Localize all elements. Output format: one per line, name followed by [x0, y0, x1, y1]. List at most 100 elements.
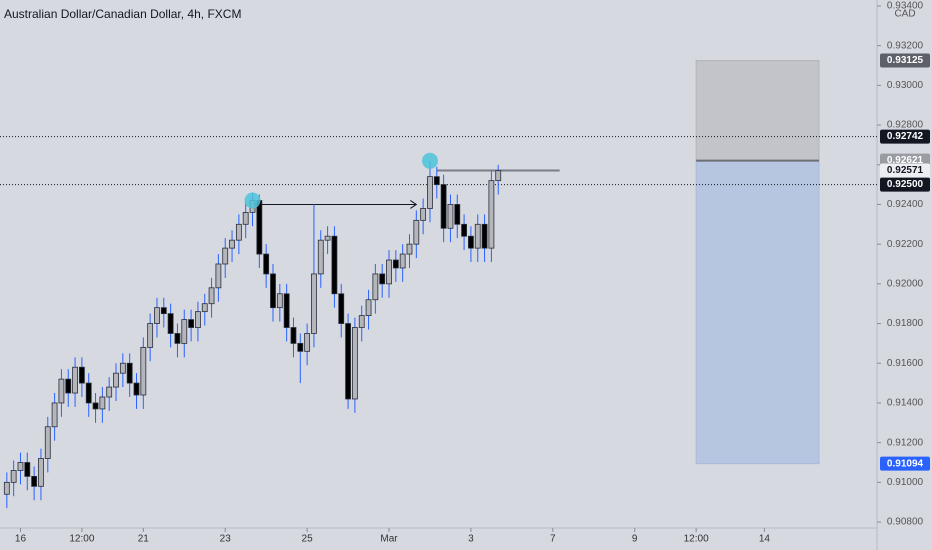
candle-body — [65, 378, 72, 394]
y-tick-label: 0.92000 — [887, 278, 924, 289]
candle-body — [51, 402, 58, 428]
candle-body — [468, 235, 474, 249]
entry-label: 0.92621 — [887, 155, 924, 166]
candle-body — [44, 426, 51, 459]
marker — [244, 192, 261, 209]
candle-body — [160, 307, 167, 315]
target-label: 0.93125 — [887, 55, 924, 66]
x-tick-label: 23 — [220, 534, 232, 545]
level-label: 0.92742 — [887, 131, 924, 142]
candle-body — [454, 204, 461, 225]
candle-body — [181, 319, 188, 344]
candle-body — [311, 273, 317, 334]
y-tick-label: 0.92800 — [887, 120, 924, 131]
candle-body — [167, 313, 174, 334]
candle-body — [10, 470, 17, 483]
candle-body — [304, 333, 311, 352]
candle-body — [85, 382, 92, 404]
x-tick-label: 3 — [468, 534, 474, 545]
candle-body — [440, 184, 447, 229]
currency-label: CAD — [894, 9, 915, 20]
candle-body — [392, 259, 399, 269]
stop-zone — [695, 160, 820, 465]
candle-body — [133, 382, 140, 396]
candle-body — [358, 315, 365, 328]
candle-body — [154, 307, 160, 324]
candle-body — [72, 366, 78, 394]
candle-body — [222, 247, 229, 265]
x-tick-label: 12:00 — [69, 534, 94, 545]
candle-body — [263, 253, 270, 275]
level-label-bg — [880, 129, 930, 144]
target-label-bg — [880, 53, 930, 68]
candle-body — [201, 303, 208, 313]
stop-label: 0.91094 — [887, 458, 924, 469]
y-tick-label: 0.91400 — [887, 398, 924, 409]
candle-body — [297, 342, 304, 352]
candle-body — [140, 346, 147, 396]
candle-body — [99, 396, 106, 410]
candle-body — [386, 259, 392, 285]
candle-body — [188, 319, 194, 328]
candle-body — [290, 327, 297, 344]
x-tick-label: Mar — [380, 534, 398, 545]
y-tick-label: 0.91000 — [887, 477, 924, 488]
candle-body — [324, 235, 331, 241]
candle-body — [17, 462, 24, 471]
y-tick-label: 0.91200 — [887, 437, 924, 448]
candle-body — [276, 293, 283, 309]
candle-body — [331, 235, 338, 295]
candle-body — [461, 223, 467, 237]
last-price-label-bg — [880, 163, 930, 178]
candle-body — [270, 273, 276, 309]
candle-body — [242, 211, 249, 225]
candle-body — [481, 223, 488, 249]
target-zone — [695, 60, 820, 162]
candle-body — [106, 386, 113, 398]
candle-body — [413, 219, 420, 245]
candle-body — [399, 253, 406, 269]
stop-label-bg — [880, 456, 930, 471]
y-tick-label: 0.93400 — [887, 1, 924, 12]
candle-body — [58, 378, 65, 404]
x-tick-label: 25 — [302, 534, 314, 545]
x-tick-label: 9 — [632, 534, 638, 545]
y-tick-label: 0.91600 — [887, 358, 924, 369]
arrow-head — [410, 200, 418, 209]
candle-body — [495, 170, 502, 182]
x-tick-label: 12:00 — [684, 534, 709, 545]
candle-body — [433, 176, 440, 186]
candle-body — [420, 208, 427, 221]
y-tick-label: 0.90800 — [887, 517, 924, 528]
candle-body — [38, 458, 44, 487]
candle-body — [256, 200, 263, 255]
last-price-label: 0.92571 — [887, 165, 924, 176]
candle-body — [427, 176, 433, 209]
candle-body — [147, 323, 154, 348]
candle-body — [208, 287, 215, 305]
y-tick-label: 0.91800 — [887, 318, 924, 329]
x-tick-label: 21 — [138, 534, 150, 545]
candle-body — [215, 263, 222, 289]
candle-body — [24, 462, 31, 477]
x-tick-label: 16 — [15, 534, 27, 545]
y-tick-label: 0.93000 — [887, 80, 924, 91]
candle-body — [338, 293, 345, 324]
y-tick-label: 0.92200 — [887, 239, 924, 250]
candle-body — [31, 475, 38, 487]
marker — [421, 152, 438, 169]
x-tick-label: 7 — [550, 534, 556, 545]
candle-body — [283, 293, 290, 328]
candle-body — [474, 223, 481, 249]
candle-body — [3, 481, 10, 495]
level-label: 0.92500 — [887, 179, 924, 190]
candle-body — [406, 243, 413, 255]
candle-body — [317, 239, 324, 275]
y-tick-label: 0.93200 — [887, 40, 924, 51]
candle-body — [78, 366, 85, 384]
candle-body — [488, 180, 495, 249]
candle-body — [379, 273, 386, 285]
x-tick-label: 14 — [759, 534, 771, 545]
